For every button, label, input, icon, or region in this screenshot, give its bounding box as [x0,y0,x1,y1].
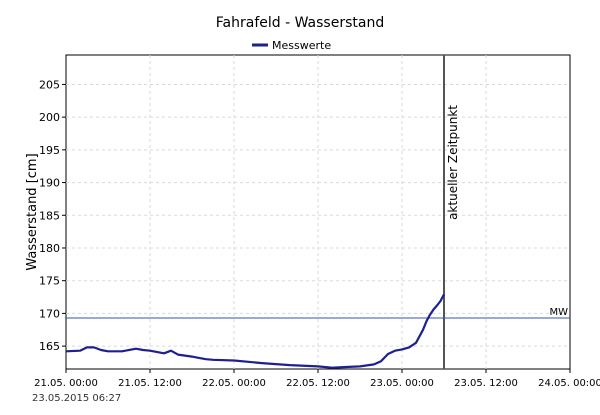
y-tick-label: 180 [39,242,60,255]
footer-timestamp: 23.05.2015 06:27 [32,393,121,404]
chart-title: Fahrafeld - Wasserstand [216,15,384,31]
x-tick-label: 23.05. 00:00 [370,378,434,389]
y-tick-label: 170 [39,307,60,320]
x-tick-label: 21.05. 12:00 [118,378,182,389]
legend: Messwerte [252,39,331,52]
series-line-messwerte [65,293,445,369]
y-axis-label: Wasserstand [cm] [25,153,40,270]
x-tick-label: 23.05. 12:00 [454,378,518,389]
legend-entry-messwerte: Messwerte [272,39,331,52]
plot-area: 165 170 175 180 185 190 195 200 205 21.05. 00:00… [34,54,600,389]
x-tick-label: 22.05. 00:00 [202,378,266,389]
mw-label: MW [549,307,568,318]
y-tick-label: 200 [39,111,60,124]
y-tick-label: 165 [39,340,60,353]
y-tick-label: 205 [39,78,60,91]
x-tick-label: 24.05. 00:00 [538,378,600,389]
y-tick-label: 185 [39,209,60,222]
y-tick-label: 175 [39,275,60,288]
y-tick-label: 190 [39,177,60,190]
current-time-label: aktueller Zeitpunkt [446,105,460,220]
y-tick-label: 195 [39,144,60,157]
x-tick-label: 21.05. 00:00 [34,378,98,389]
x-tick-label: 22.05. 12:00 [286,378,350,389]
